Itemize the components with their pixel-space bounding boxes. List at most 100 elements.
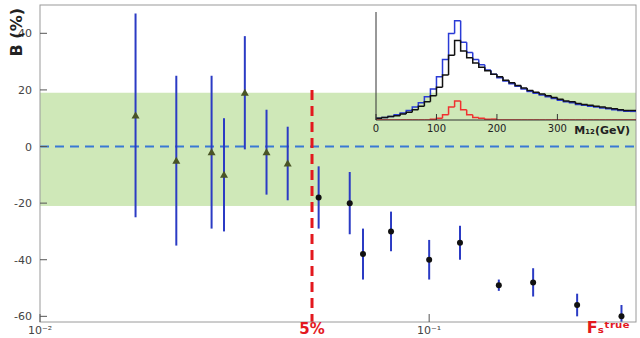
point bbox=[316, 194, 322, 200]
plot-area bbox=[40, 13, 636, 322]
point bbox=[220, 171, 228, 178]
y-tick bbox=[40, 259, 47, 260]
main-chart: -60-40-200204010⁻²10⁻¹5%FₛᵗʳᵘᵉB (%) bbox=[7, 5, 636, 338]
y-tick-label: 0 bbox=[25, 141, 32, 154]
histogram-step bbox=[467, 51, 473, 58]
histogram-step bbox=[455, 101, 461, 107]
histogram-step bbox=[563, 100, 569, 102]
histogram-step bbox=[527, 88, 533, 91]
histogram-step bbox=[479, 117, 485, 119]
histogram-step bbox=[509, 81, 515, 84]
x-tick-label: 10⁻² bbox=[28, 324, 52, 337]
histogram-step bbox=[485, 65, 491, 70]
histogram-step bbox=[576, 102, 582, 104]
histogram-step bbox=[418, 106, 424, 109]
histogram-step bbox=[473, 115, 479, 118]
histogram-step bbox=[618, 108, 624, 110]
histogram-step bbox=[557, 98, 563, 100]
histogram-step bbox=[594, 105, 600, 107]
point bbox=[426, 257, 432, 263]
histogram-step bbox=[455, 21, 461, 34]
histogram-step bbox=[521, 86, 527, 89]
histogram-step bbox=[400, 113, 406, 115]
inset-x-tick-label: 200 bbox=[487, 123, 506, 134]
histogram-step bbox=[485, 67, 491, 70]
inset-plot-area bbox=[376, 21, 636, 120]
histogram-step bbox=[406, 112, 412, 114]
histogram-step bbox=[515, 84, 521, 87]
plot-frame bbox=[40, 5, 636, 322]
histogram-step bbox=[612, 107, 618, 109]
histogram-step bbox=[503, 77, 509, 80]
inset-x-axis-label: M₁₂(GeV) bbox=[574, 124, 630, 137]
x-tick bbox=[40, 314, 41, 322]
inset-x-tick bbox=[557, 114, 558, 120]
histogram-step bbox=[624, 110, 630, 112]
histogram-step bbox=[412, 110, 418, 113]
point bbox=[530, 279, 536, 285]
histogram-step bbox=[461, 21, 467, 43]
histogram-step bbox=[443, 115, 449, 118]
histogram-step bbox=[430, 96, 436, 102]
histogram-step bbox=[588, 105, 594, 107]
histogram-step bbox=[497, 74, 503, 77]
chart-root: -60-40-200204010⁻²10⁻¹5%FₛᵗʳᵘᵉB (%)01002… bbox=[0, 0, 640, 338]
histogram-step bbox=[467, 110, 473, 115]
reference-line bbox=[40, 146, 636, 148]
histogram-step bbox=[461, 41, 467, 51]
inset-x-tick bbox=[496, 114, 497, 120]
y-tick bbox=[40, 89, 47, 90]
histogram-step bbox=[582, 104, 588, 106]
inset-x-tick bbox=[436, 114, 437, 120]
inset-x-tick-label: 0 bbox=[373, 123, 379, 134]
y-tick bbox=[40, 316, 47, 317]
histogram-step bbox=[443, 75, 449, 87]
histogram-step bbox=[539, 93, 545, 95]
inset-x-tick-label: 300 bbox=[548, 123, 567, 134]
histogram-step bbox=[551, 96, 557, 98]
histogram-step bbox=[612, 108, 618, 110]
histogram-step bbox=[406, 110, 412, 113]
x-axis-label: Fₛᵗʳᵘᵉ bbox=[587, 318, 630, 337]
histogram-step bbox=[533, 91, 539, 93]
inset-x-axis bbox=[376, 120, 636, 121]
histogram-step bbox=[449, 55, 455, 75]
histogram-step bbox=[509, 80, 515, 83]
point bbox=[457, 240, 463, 246]
histogram-step bbox=[594, 105, 600, 107]
histogram-step bbox=[521, 85, 527, 88]
histogram-step bbox=[394, 115, 400, 117]
y-axis-label: B (%) bbox=[7, 8, 26, 56]
histogram-step bbox=[630, 110, 636, 112]
histogram-step bbox=[436, 87, 442, 96]
x-tick-label: 10⁻¹ bbox=[417, 324, 441, 337]
histogram-step bbox=[551, 97, 557, 99]
histogram-step bbox=[515, 83, 521, 86]
histogram-step bbox=[588, 104, 594, 106]
histogram-step bbox=[443, 60, 449, 77]
histogram-step bbox=[606, 106, 612, 108]
histogram-step bbox=[545, 95, 551, 97]
point bbox=[284, 160, 292, 167]
histogram-step bbox=[424, 102, 430, 106]
histogram-step bbox=[527, 89, 533, 92]
histogram-step bbox=[600, 105, 606, 107]
histogram-step bbox=[600, 106, 606, 108]
point bbox=[496, 282, 502, 288]
histogram-step bbox=[563, 99, 569, 101]
point bbox=[388, 228, 394, 234]
histogram-step bbox=[618, 109, 624, 111]
histogram-step bbox=[539, 92, 545, 94]
inset-x-tick bbox=[376, 114, 377, 120]
histogram-step bbox=[569, 101, 575, 103]
y-tick-label: -60 bbox=[14, 310, 32, 323]
histogram-step bbox=[503, 78, 509, 81]
point bbox=[347, 200, 353, 206]
histogram-step bbox=[473, 53, 479, 60]
y-tick-label: 20 bbox=[18, 84, 32, 97]
y-tick bbox=[40, 146, 47, 147]
histogram-step bbox=[388, 116, 394, 118]
point bbox=[263, 148, 271, 155]
histogram-step bbox=[582, 103, 588, 105]
y-tick bbox=[40, 203, 47, 204]
